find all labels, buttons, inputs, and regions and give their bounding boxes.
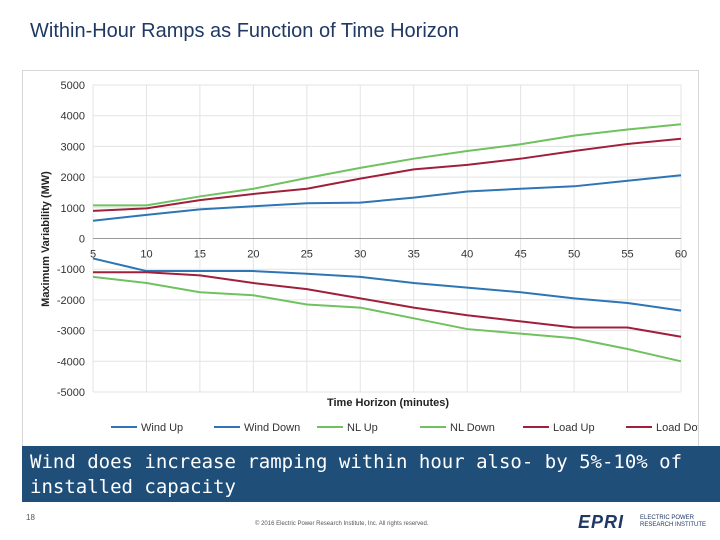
y-tick-label: -1000 [57, 264, 85, 276]
y-tick-label: 1000 [61, 203, 85, 215]
x-tick-label: 15 [194, 249, 206, 261]
x-tick-label: 10 [140, 249, 152, 261]
legend-entry: Load Up [553, 422, 595, 434]
x-tick-label: 30 [354, 249, 366, 261]
y-axis-label: Maximum Variability (MW) [40, 171, 52, 307]
x-tick-label: 20 [247, 249, 259, 261]
series-line-nl-up [93, 123, 682, 207]
legend-entry: Wind Up [141, 422, 183, 434]
x-tick-label: 35 [408, 249, 420, 261]
series-line-load-down [93, 271, 682, 338]
copyright-text: © 2016 Electric Power Research Institute… [255, 521, 429, 527]
slide-title: Within-Hour Ramps as Function of Time Ho… [30, 20, 460, 42]
logo-subtitle-line-1: ELECTRIC POWER [640, 515, 695, 521]
x-axis-label: Time Horizon (minutes) [327, 397, 449, 409]
x-tick-label: 60 [675, 249, 687, 261]
y-tick-label: -4000 [57, 356, 85, 368]
legend-entry: Wind Down [244, 422, 300, 434]
x-tick-label: 25 [301, 249, 313, 261]
series-line-load-up [92, 137, 682, 212]
y-tick-label: 2000 [61, 172, 85, 184]
chart-frame: -5000 -4000 -3000 -2000 -1000 0 1000 2000 3000 40… [22, 70, 712, 448]
y-tick-label: -3000 [57, 326, 85, 338]
line-chart: -5000 -4000 -3000 -2000 -1000 0 1000 2000 3000 40… [40, 80, 712, 434]
y-tick-label: -2000 [57, 295, 85, 307]
legend-entry: NL Up [347, 422, 378, 434]
epri-logo: EPRI [578, 512, 624, 532]
logo-subtitle-line-2: RESEARCH INSTITUTE [640, 522, 707, 528]
legend-entry: NL Down [450, 422, 495, 434]
y-tick-label: 0 [79, 234, 85, 246]
x-tick-label: 50 [568, 249, 580, 261]
series-line-nl-down [92, 275, 682, 363]
y-tick-label: -5000 [57, 387, 85, 399]
y-tick-label: 5000 [61, 80, 85, 92]
logo-subtitle: ELECTRIC POWER RESEARCH INSTITUTE [640, 515, 706, 529]
legend-entry: Load Down [656, 422, 698, 434]
y-tick-label: 4000 [61, 111, 85, 123]
svg-text:EPRI: EPRI [578, 512, 624, 532]
series-line-wind-up [92, 174, 682, 222]
x-tick-label: 45 [515, 249, 527, 261]
y-tick-label: 3000 [61, 141, 85, 153]
x-tick-label: 55 [621, 249, 633, 261]
callout-box: Wind does increase ramping within hour a… [22, 446, 720, 502]
series-line-wind-down [92, 257, 682, 312]
x-tick-label: 5 [90, 249, 96, 261]
x-tick-label: 40 [461, 249, 473, 261]
page-number: 18 [26, 513, 35, 522]
